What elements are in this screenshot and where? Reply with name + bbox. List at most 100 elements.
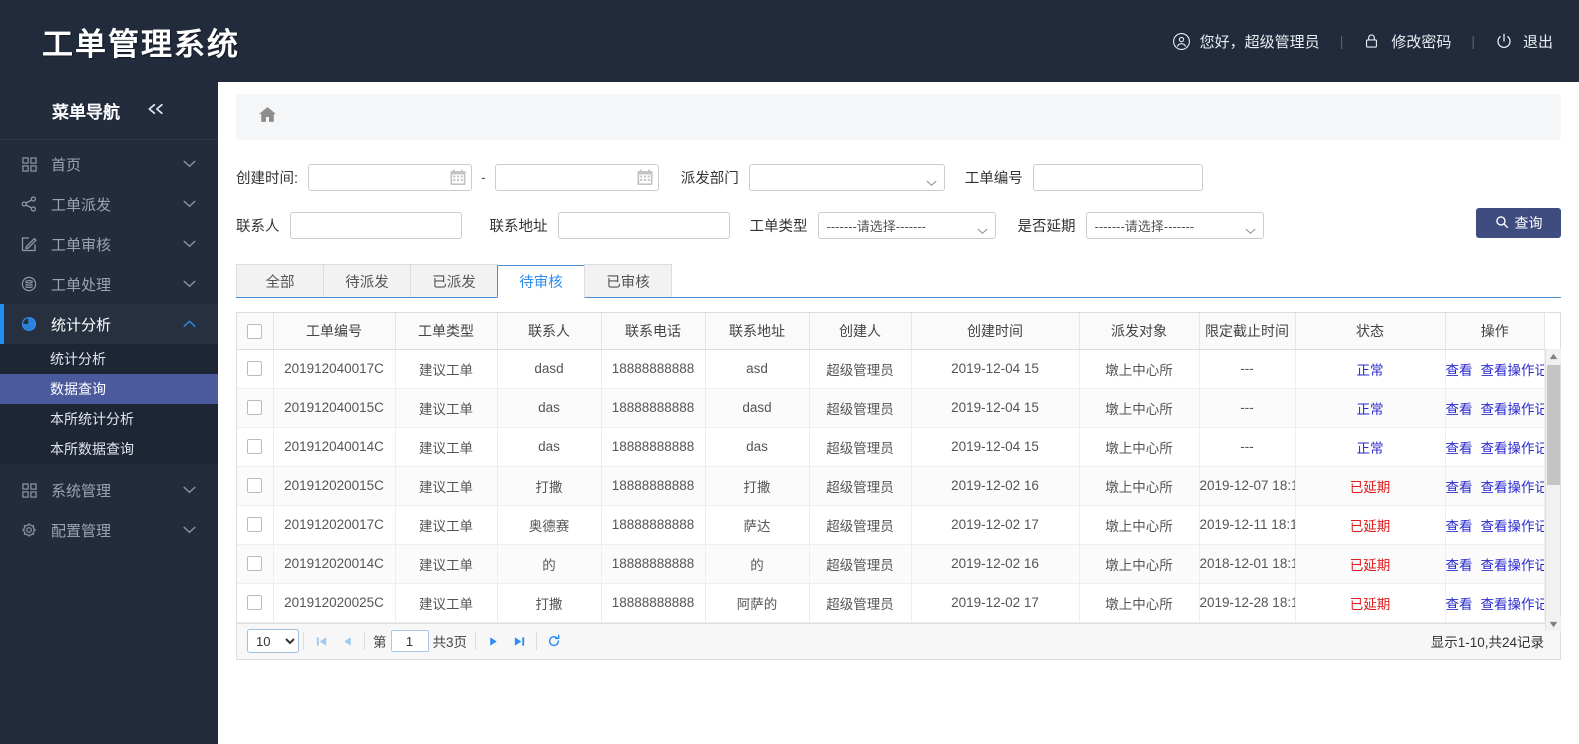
view-log-link[interactable]: 查看操作记录 [1480, 518, 1544, 534]
cell-created-time: 2019-12-02 16 [911, 544, 1080, 584]
row-select-cell [237, 466, 274, 506]
row-checkbox[interactable] [247, 517, 263, 533]
sidebar-item-process[interactable]: 工单处理 [0, 264, 218, 304]
chevron-down-icon [183, 200, 196, 208]
next-page-button[interactable] [480, 629, 506, 653]
user-greeting-label: 您好，超级管理员 [1199, 33, 1320, 51]
create-time-start-input[interactable] [308, 163, 473, 191]
page-number-input[interactable] [390, 630, 429, 652]
logout-button[interactable]: 退出 [1495, 31, 1553, 52]
order-type-select[interactable]: -------请选择------- [817, 211, 996, 239]
sidebar-subitem-data-query[interactable]: 数据查询 [0, 374, 218, 404]
query-button[interactable]: 查询 [1476, 208, 1561, 238]
row-checkbox[interactable] [247, 400, 263, 416]
view-log-link[interactable]: 查看操作记录 [1480, 440, 1544, 456]
view-link[interactable]: 查看 [1445, 518, 1473, 534]
tab-label: 待审核 [519, 275, 563, 291]
cell-contact: das [497, 427, 602, 467]
sidebar-item-home[interactable]: 首页 [0, 144, 218, 184]
sidebar-item-statistics[interactable]: 统计分析 [0, 304, 218, 344]
view-link[interactable]: 查看 [1445, 362, 1473, 378]
sidebar-subitem-local-statistics[interactable]: 本所统计分析 [0, 404, 218, 434]
cell-order-no: 201912020014C [273, 544, 396, 584]
cell-order-no: 201912020015C [273, 466, 396, 506]
row-checkbox[interactable] [247, 595, 263, 611]
view-link[interactable]: 查看 [1445, 596, 1473, 612]
sidebar-collapse-button[interactable] [146, 101, 166, 121]
row-checkbox[interactable] [247, 439, 263, 455]
cell-created-time: 2019-12-02 17 [911, 583, 1080, 623]
date-range-separator: - [481, 169, 486, 185]
select-all-checkbox[interactable] [247, 324, 263, 340]
col-order-type: 工单类型 [395, 313, 498, 350]
tab-dispatched[interactable]: 已派发 [410, 264, 498, 297]
order-type-wrap: -------请选择------- [817, 211, 996, 239]
row-checkbox[interactable] [247, 556, 263, 572]
change-password-button[interactable]: 修改密码 [1363, 31, 1451, 52]
prev-page-button[interactable] [334, 629, 360, 653]
home-icon[interactable] [258, 106, 277, 129]
table-row[interactable]: 201912020015C 建议工单 打撒 18888888888 打撒 超级管理员 201… [237, 466, 1545, 506]
col-creator: 创建人 [809, 313, 912, 350]
first-page-button[interactable] [308, 629, 334, 653]
sidebar-subitem-local-data-query[interactable]: 本所数据查询 [0, 434, 218, 464]
cell-order-no: 201912020017C [273, 505, 396, 545]
create-time-start-wrap [308, 163, 473, 191]
cell-target: 墩上中心所 [1079, 544, 1200, 584]
cell-order-type: 建议工单 [395, 349, 498, 389]
scroll-down-arrow-icon[interactable] [1546, 617, 1561, 631]
row-select-cell [237, 388, 274, 428]
status-badge: 已延期 [1349, 596, 1391, 612]
row-checkbox[interactable] [247, 478, 263, 494]
scrollbar-thumb[interactable] [1547, 365, 1560, 485]
table-row[interactable]: 201912040015C 建议工单 das 18888888888 dasd 超级管理员… [237, 388, 1545, 428]
tab-pending-audit[interactable]: 待审核 [497, 265, 585, 298]
view-log-link[interactable]: 查看操作记录 [1480, 401, 1544, 417]
cell-deadline: 2018-12-01 18:18 [1199, 544, 1296, 584]
table-vertical-scrollbar[interactable] [1545, 349, 1561, 631]
sidebar-item-dispatch[interactable]: 工单派发 [0, 184, 218, 224]
cell-target: 墩上中心所 [1079, 427, 1200, 467]
delayed-select[interactable]: -------请选择------- [1085, 211, 1264, 239]
last-page-button[interactable] [506, 629, 532, 653]
sidebar-subitem-statistics[interactable]: 统计分析 [0, 344, 218, 374]
tab-all[interactable]: 全部 [236, 264, 324, 297]
query-button-label: 查询 [1514, 215, 1543, 231]
sidebar-item-config[interactable]: 配置管理 [0, 510, 218, 550]
cell-actions: 查看查看操作记录 [1445, 388, 1545, 428]
dispatch-dept-select[interactable] [748, 163, 945, 191]
scroll-up-arrow-icon[interactable] [1546, 349, 1561, 363]
contact-input[interactable] [289, 211, 462, 239]
chevron-down-icon [183, 526, 196, 534]
col-actions: 操作 [1445, 313, 1545, 350]
edit-square-icon [18, 236, 40, 252]
view-link[interactable]: 查看 [1445, 401, 1473, 417]
sidebar-item-audit[interactable]: 工单审核 [0, 224, 218, 264]
page-size-select[interactable]: 102050100 [247, 629, 299, 653]
table-row[interactable]: 201912020014C 建议工单的 18888888888 的超级管理员 2019-… [237, 544, 1545, 584]
view-link[interactable]: 查看 [1445, 440, 1473, 456]
col-order-no: 工单编号 [273, 313, 396, 350]
refresh-button[interactable] [541, 629, 567, 653]
tab-audited[interactable]: 已审核 [584, 264, 672, 297]
view-log-link[interactable]: 查看操作记录 [1480, 362, 1544, 378]
user-greeting[interactable]: 您好，超级管理员 [1172, 31, 1320, 52]
view-log-link[interactable]: 查看操作记录 [1480, 557, 1544, 573]
view-link[interactable]: 查看 [1445, 557, 1473, 573]
table-row[interactable]: 201912040017C 建议工单 dasd 18888888888 asd 超级管理员… [237, 349, 1545, 389]
tab-pending-dispatch[interactable]: 待派发 [323, 264, 411, 297]
table-row[interactable]: 201912020025C 建议工单 打撒 18888888888 阿萨的 超级管理员 20… [237, 583, 1545, 623]
view-log-link[interactable]: 查看操作记录 [1480, 479, 1544, 495]
table-row[interactable]: 201912040014C 建议工单 das 18888888888 das 超级管理员 2… [237, 427, 1545, 467]
view-log-link[interactable]: 查看操作记录 [1480, 596, 1544, 612]
delayed-label: 是否延期 [1017, 218, 1076, 235]
address-input[interactable] [557, 211, 730, 239]
row-checkbox[interactable] [247, 361, 263, 377]
pie-chart-icon [18, 316, 40, 332]
sidebar-item-system[interactable]: 系统管理 [0, 470, 218, 510]
power-icon [1495, 32, 1514, 51]
create-time-end-input[interactable] [494, 163, 659, 191]
order-no-input[interactable] [1032, 163, 1203, 191]
view-link[interactable]: 查看 [1445, 479, 1473, 495]
table-row[interactable]: 201912020017C 建议工单 奥德赛 18888888888 萨达 超级管理员 20… [237, 505, 1545, 545]
